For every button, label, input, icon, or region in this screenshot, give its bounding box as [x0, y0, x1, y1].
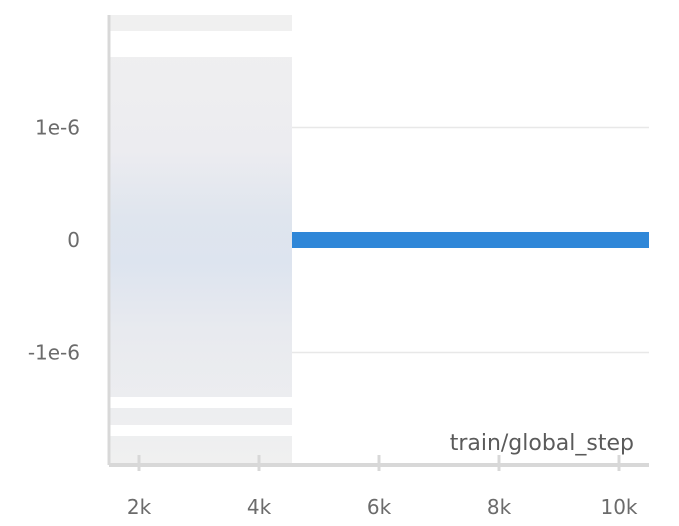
- shaded-gap: [109, 425, 292, 436]
- shaded-gap: [109, 31, 292, 57]
- y-tick-labels: 1e-6 0 -1e-6: [28, 116, 80, 365]
- y-tick-label: 0: [67, 228, 80, 252]
- y-tick-label: -1e-6: [28, 341, 80, 365]
- x-tick-label: 2k: [127, 495, 152, 519]
- x-tick-labels: 2k 4k 6k 8k 10k: [127, 495, 638, 519]
- x-tick-label: 6k: [367, 495, 392, 519]
- shaded-layer: [109, 15, 292, 465]
- x-tick-label: 8k: [487, 495, 512, 519]
- y-tick-label: 1e-6: [35, 116, 80, 140]
- shaded-gap: [109, 397, 292, 408]
- x-tick-label: 10k: [600, 495, 637, 519]
- x-axis-title: train/global_step: [450, 431, 634, 456]
- x-tick-label: 4k: [247, 495, 272, 519]
